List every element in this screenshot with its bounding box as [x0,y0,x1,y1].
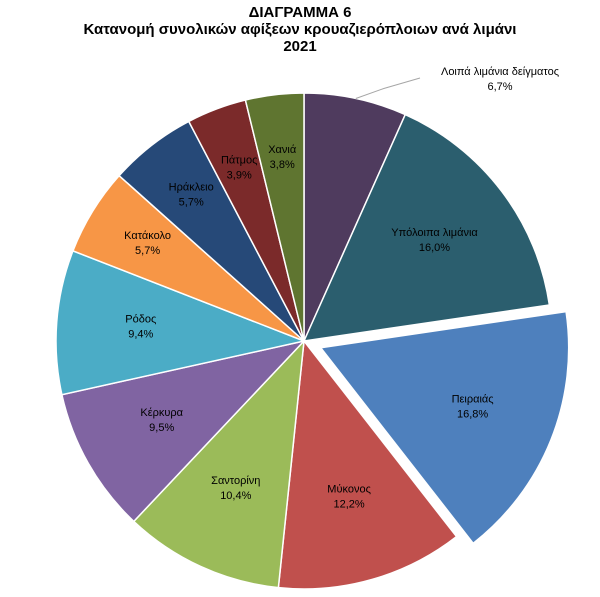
slice-value-label: 3,9% [227,169,252,181]
pie-slice [244,92,305,342]
slice-value-label: 12,2% [333,498,364,510]
slice-value-label: 5,7% [135,245,160,257]
slice-value-label: 6,7% [487,81,512,93]
slice-value-label: 16,0% [419,242,450,254]
pie-slice [55,249,307,396]
pie-labels: Λοιπά λιμάνια δείγματος 6,7% Υπόλοιπα λιμά… [124,66,559,510]
slice-value-label: 3,8% [270,159,295,171]
slice-category-label: Κατάκολο [124,230,171,242]
pie-slice [132,338,305,589]
pie-slice [277,339,458,590]
slice-category-label: Πάτμος [221,154,257,166]
slice-value-label: 16,8% [457,409,488,421]
chart-title: ΔΙΑΓΡΑΜΜΑ 6 Κατανομή συνολικών αφίξεων κ… [0,4,600,55]
slice-value-label: 10,4% [220,490,251,502]
slice-value-label: 9,4% [128,328,153,340]
pie-slices [55,92,570,590]
slice-category-label: Χανιά [268,144,297,156]
slice-category-label: Κέρκυρα [140,407,183,419]
pie-slice [302,113,551,342]
slice-category-label: Ρόδος [125,313,156,325]
chart-title-line-2: Κατανομή συνολικών αφίξεων κρουαζιερόπλο… [83,21,517,38]
slice-category-label: Ηράκλειο [169,181,214,193]
chart-title-line-1: ΔΙΑΓΡΑΜΜΑ 6 [248,4,352,21]
slice-category-label: Πειραιάς [452,394,494,406]
pie-slice [60,339,307,523]
pie-slice [319,310,570,545]
leader-line [355,77,421,99]
chart-title-line-3: 2021 [283,38,317,55]
slice-category-label: Λοιπά λιμάνια δείγματος [441,66,559,78]
slice-category-label: Μύκονος [327,483,371,495]
slice-category-label: Σαντορίνη [211,475,260,487]
slice-category-label: Υπόλοιπα λιμάνια [391,227,478,239]
slice-value-label: 5,7% [179,196,204,208]
slice-value-label: 9,5% [149,422,174,434]
